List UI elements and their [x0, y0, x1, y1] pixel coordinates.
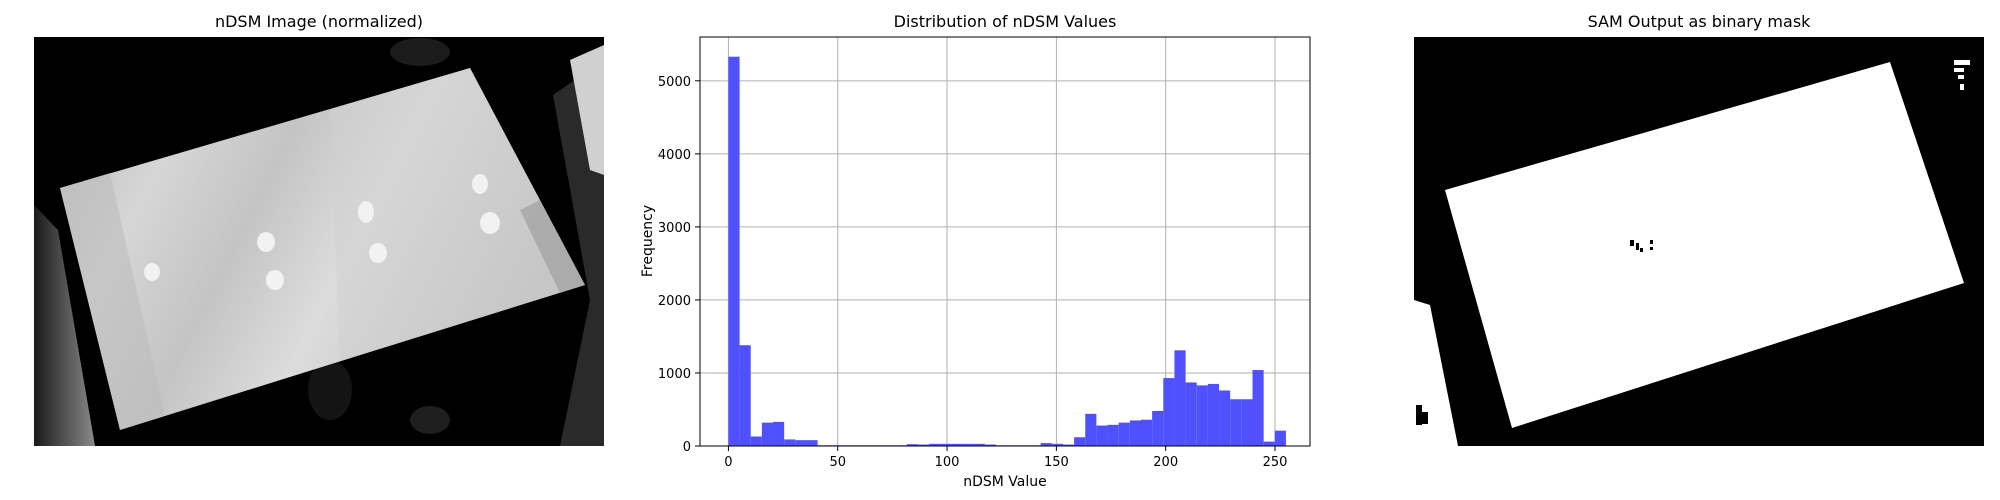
histogram-bar [1107, 424, 1119, 446]
histogram-bar [773, 421, 785, 446]
histogram-bars [728, 56, 1286, 447]
histogram-bar [1207, 383, 1220, 446]
histogram-title: Distribution of nDSM Values [893, 12, 1117, 31]
histogram-bar [1062, 444, 1075, 446]
histogram-bar [1185, 382, 1197, 446]
y-tick-label: 4000 [658, 148, 691, 163]
histogram-bar [929, 443, 941, 446]
histogram-bar [761, 422, 774, 446]
histogram-bar [951, 443, 963, 446]
histogram-bar [1152, 410, 1164, 446]
histogram-bar [1085, 413, 1097, 446]
histogram-bar [750, 436, 762, 446]
histogram-bar [1129, 420, 1141, 446]
plot-border [699, 36, 1311, 447]
histogram-bar [906, 444, 918, 446]
x-tick-label: 200 [1153, 455, 1178, 470]
histogram-bar [940, 443, 952, 446]
y-tick-label: 3000 [658, 221, 691, 236]
histogram-bar [784, 439, 796, 446]
y-axis-label: Frequency [640, 205, 656, 277]
x-tick-label: 150 [1044, 455, 1069, 470]
axis-ticks: 0 50 100 150 200 250 0 1000 2000 3000 4000 5000 [658, 75, 1288, 470]
histogram-bar [1274, 430, 1286, 446]
histogram-bar [917, 444, 930, 446]
histogram-bar [1040, 443, 1052, 446]
histogram-bar [1174, 350, 1186, 446]
histogram-bar [1096, 425, 1108, 446]
histogram-bar [739, 345, 751, 446]
histogram-plot: 0 50 100 150 200 250 0 1000 2000 3000 4000 5000 nDS… [640, 36, 1311, 490]
histogram-bar [728, 56, 740, 447]
plot-area [700, 37, 1310, 446]
x-tick-label: 50 [829, 455, 846, 470]
y-tick-label: 2000 [658, 294, 691, 309]
histogram-bar [984, 444, 997, 446]
histogram-bar [962, 443, 974, 446]
y-tick-label: 1000 [658, 367, 691, 382]
x-tick-label: 0 [724, 455, 732, 470]
sam-binary-mask [1414, 37, 1984, 446]
histogram-bar [1219, 390, 1231, 446]
left-panel-title: nDSM Image (normalized) [214, 12, 424, 31]
histogram-bar [1074, 437, 1086, 446]
histogram-bar [806, 440, 818, 446]
x-tick-label: 100 [935, 455, 960, 470]
histogram-bar [1230, 399, 1242, 446]
histogram-bar [1163, 378, 1175, 446]
y-tick-label: 5000 [658, 75, 691, 90]
x-axis-label: nDSM Value [963, 474, 1047, 490]
histogram-bar [1241, 399, 1253, 446]
x-tick-label: 250 [1263, 455, 1288, 470]
right-panel-title: SAM Output as binary mask [1587, 12, 1811, 31]
ndsm-image [34, 37, 604, 446]
histogram-bar [1118, 422, 1130, 446]
histogram-bar [1263, 441, 1275, 446]
histogram-bar [1252, 370, 1264, 446]
histogram-bar [1140, 419, 1153, 446]
histogram-bar [795, 440, 807, 446]
histogram-bar [1051, 443, 1063, 446]
histogram-bar [973, 443, 985, 446]
histogram-bar [1196, 385, 1208, 446]
y-tick-label: 0 [683, 440, 691, 455]
